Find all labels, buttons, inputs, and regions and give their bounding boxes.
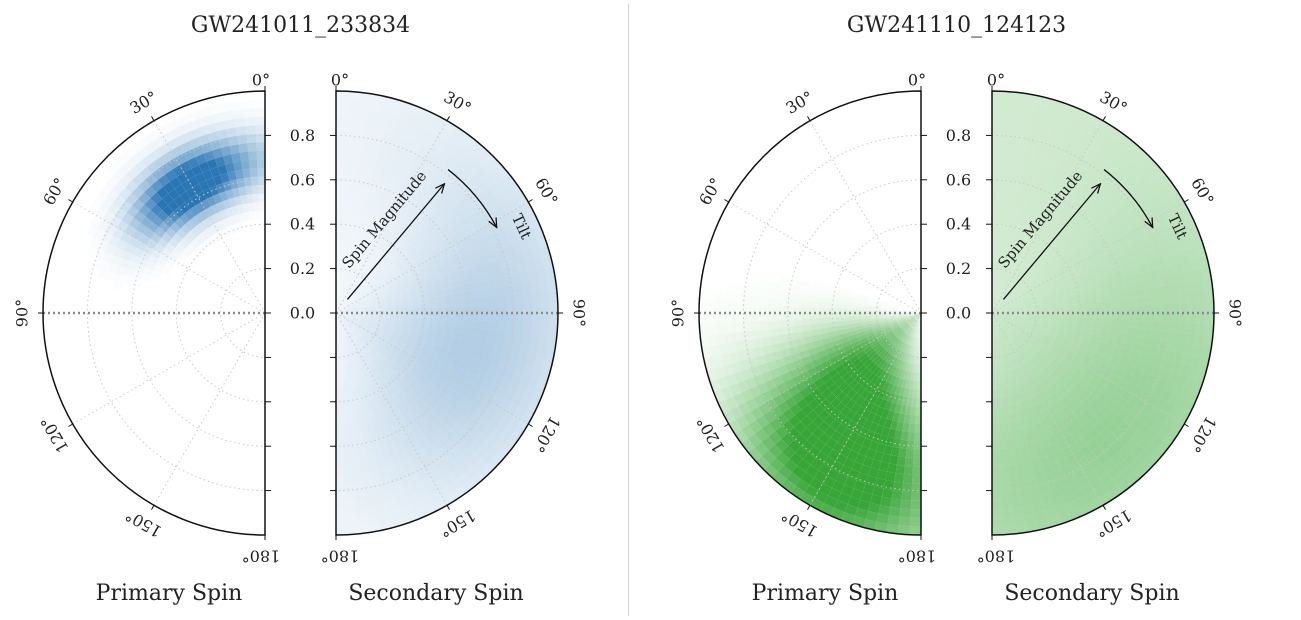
primary-grid	[72, 120, 266, 506]
primary-angle-label: 90°	[669, 299, 688, 327]
radial-tick-label: 0.0	[290, 304, 315, 323]
secondary-angle-label: 90°	[570, 299, 589, 327]
magnitude-arrow	[1002, 184, 1100, 300]
secondary-angle-label: 150°	[1092, 506, 1135, 542]
secondary-angle-tick	[1184, 423, 1189, 427]
radial-tick-label: 0.8	[946, 126, 971, 145]
primary-spin-plot: 0° 30° 60° 90° 120° 150° 180° Primary Spin	[13, 71, 281, 607]
primary-angle-label: 0°	[908, 71, 926, 90]
secondary-spin-label: Secondary Spin	[348, 581, 523, 606]
secondary-angle-label: 120°	[1185, 413, 1221, 456]
secondary-angle-tick	[446, 116, 450, 121]
secondary-angle-tick	[1102, 116, 1106, 121]
primary-angle-tick	[151, 505, 155, 510]
secondary-spin-label: Secondary Spin	[1004, 581, 1179, 606]
primary-density	[699, 292, 921, 535]
event-title: GW241011_233834	[191, 13, 410, 38]
secondary-angle-label: 150°	[436, 506, 479, 542]
primary-angle-tick	[724, 423, 729, 427]
secondary-angle-tick	[1102, 505, 1106, 510]
primary-angle-label: 180°	[242, 547, 281, 566]
panel-right: GW241110_124123 0° 30° 60° 90° 120° 150° 180° Pr…	[656, 0, 1301, 620]
primary-angle-label: 30°	[782, 87, 816, 118]
magnitude-arrow	[346, 184, 444, 300]
radial-tick-label: 0.8	[290, 126, 315, 145]
secondary-angle-tick	[446, 505, 450, 510]
primary-outline	[698, 90, 922, 536]
radial-tick-label: 0.6	[946, 170, 971, 189]
radial-axis: 0.0 0.2 0.4 0.6 0.8	[265, 126, 336, 492]
secondary-angle-label: 180°	[321, 547, 360, 566]
secondary-outline	[335, 90, 559, 536]
primary-angle-tick	[724, 199, 729, 203]
radial-tick-label: 0.4	[946, 215, 971, 234]
secondary-spin-plot: 0° 30° 60° 90° 120° 150° 180° Secondary Spin	[977, 71, 1245, 607]
primary-angle-label: 60°	[695, 174, 726, 208]
secondary-density	[336, 91, 558, 535]
secondary-angle-label: 60°	[531, 174, 562, 208]
tilt-arrow	[447, 169, 497, 228]
secondary-angle-label: 180°	[977, 547, 1016, 566]
primary-angle-label: 120°	[693, 413, 729, 456]
event-chart-1: GW241011_233834 0° 30° 60° 90° 120° 150° 180° Pr…	[13, 13, 589, 607]
secondary-angle-label: 0°	[331, 71, 349, 90]
secondary-angle-label: 0°	[987, 71, 1005, 90]
primary-spin-label: Primary Spin	[752, 581, 899, 606]
secondary-angle-tick	[1184, 199, 1189, 203]
primary-angle-label: 180°	[898, 547, 937, 566]
event-title: GW241110_124123	[847, 13, 1066, 38]
primary-angle-tick	[68, 423, 73, 427]
primary-angle-label: 0°	[252, 71, 270, 90]
primary-angle-label: 30°	[126, 87, 160, 118]
secondary-outline	[991, 90, 1215, 536]
radial-tick-label: 0.2	[290, 259, 315, 278]
secondary-angle-tick	[528, 199, 533, 203]
secondary-angle-label: 30°	[440, 87, 474, 118]
tilt-arrow	[1103, 169, 1153, 228]
primary-grid	[728, 120, 922, 506]
primary-angle-label: 150°	[122, 506, 165, 542]
panel-left: GW241011_233834 0° 30° 60° 90° 120° 150° 180° Pr…	[0, 0, 628, 620]
secondary-angle-label: 120°	[529, 413, 565, 456]
primary-spin-label: Primary Spin	[96, 581, 243, 606]
radial-tick-label: 0.2	[946, 259, 971, 278]
radial-tick-label: 0.4	[290, 215, 315, 234]
secondary-angle-label: 30°	[1096, 87, 1130, 118]
secondary-angle-tick	[528, 423, 533, 427]
primary-angle-tick	[807, 505, 811, 510]
secondary-density	[992, 91, 1214, 535]
primary-angle-tick	[151, 116, 155, 121]
primary-angle-label: 90°	[13, 299, 32, 327]
primary-density	[97, 108, 265, 276]
primary-angle-label: 60°	[39, 174, 70, 208]
panel-divider	[628, 4, 629, 616]
secondary-spin-plot: 0° 30° 60° 90° 120° 150° 180° Secondary Spin	[321, 71, 589, 607]
primary-spin-plot: 0° 30° 60° 90° 120° 150° 180° Primary Spin	[669, 71, 937, 607]
primary-outline	[42, 90, 266, 536]
primary-angle-tick	[68, 199, 73, 203]
event-chart-2: GW241110_124123 0° 30° 60° 90° 120° 150° 180° Pr…	[669, 13, 1245, 607]
radial-tick-label: 0.6	[290, 170, 315, 189]
radial-axis: 0.0 0.2 0.4 0.6 0.8	[921, 126, 992, 492]
primary-angle-label: 120°	[37, 413, 73, 456]
primary-angle-tick	[807, 116, 811, 121]
radial-tick-label: 0.0	[946, 304, 971, 323]
secondary-angle-label: 60°	[1187, 174, 1218, 208]
secondary-angle-label: 90°	[1226, 299, 1245, 327]
primary-angle-label: 150°	[778, 506, 821, 542]
